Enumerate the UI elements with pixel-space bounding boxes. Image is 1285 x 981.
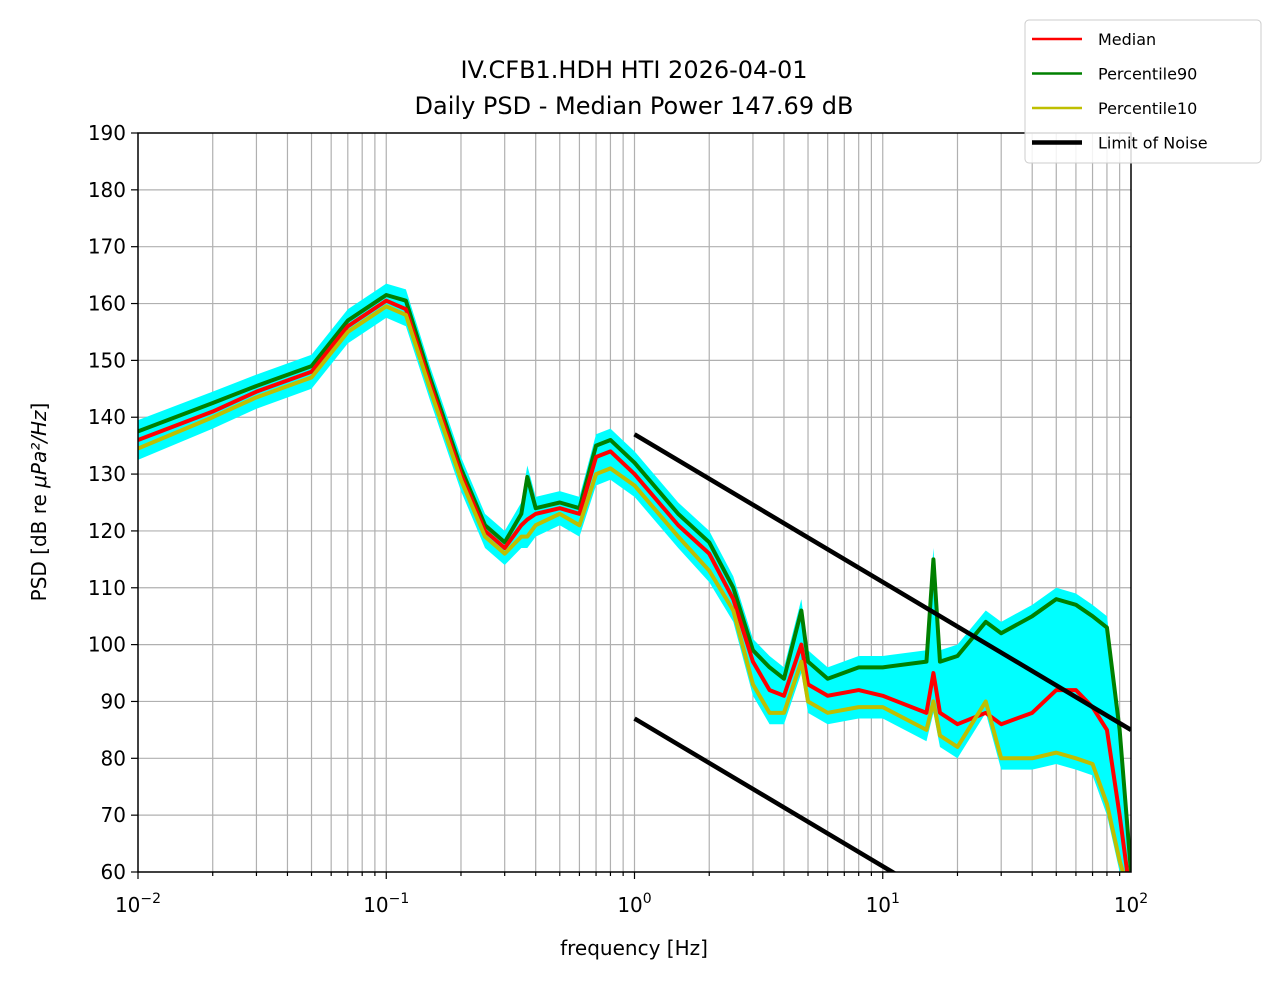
y-tick-label: 60 — [101, 860, 126, 884]
x-tick-label: 101 — [866, 891, 900, 917]
legend-label: Limit of Noise — [1098, 134, 1208, 153]
chart-title-line1: IV.CFB1.HDH HTI 2026-04-01 — [460, 56, 807, 84]
legend-label: Median — [1098, 30, 1156, 49]
legend: Median Percentile90 Percentile10 Limit of N… — [1024, 19, 1262, 164]
y-tick-label: 120 — [88, 519, 126, 543]
x-tick-label: 10−1 — [363, 891, 409, 917]
y-tick-label: 180 — [88, 178, 126, 202]
y-tick-label: 160 — [88, 292, 126, 316]
y-tick-label: 110 — [88, 576, 126, 600]
y-tick-label: 140 — [88, 405, 126, 429]
plot-area — [138, 283, 1131, 872]
x-tick-label: 100 — [617, 891, 651, 917]
noise-limit-line — [633, 432, 1131, 732]
y-tick-label: 90 — [101, 689, 126, 713]
y-tick-label: 80 — [101, 746, 126, 770]
grid — [138, 133, 1131, 872]
y-tick-label: 130 — [88, 462, 126, 486]
y-axis-label: PSD [dB re μPa²/Hz] — [27, 403, 51, 602]
legend-label: Percentile90 — [1098, 65, 1197, 84]
y-tick-label: 100 — [88, 633, 126, 657]
noise-limit-line — [633, 716, 897, 872]
y-tick-label: 190 — [88, 121, 126, 145]
chart-title-line2: Daily PSD - Median Power 147.69 dB — [415, 92, 854, 120]
series-line-percentile10 — [138, 304, 1125, 872]
y-tick-label: 170 — [88, 235, 126, 259]
x-tick-label: 102 — [1114, 891, 1148, 917]
ticks: 60 70 80 90 100 110 120 130 140 150 160 170 180 190 10… — [88, 121, 1148, 917]
y-tick-label: 150 — [88, 348, 126, 372]
x-axis-label: frequency [Hz] — [560, 936, 708, 960]
y-tick-label: 70 — [101, 803, 126, 827]
series-group — [138, 283, 1131, 872]
legend-label: Percentile10 — [1098, 99, 1197, 118]
x-tick-label: 10−2 — [115, 891, 161, 917]
